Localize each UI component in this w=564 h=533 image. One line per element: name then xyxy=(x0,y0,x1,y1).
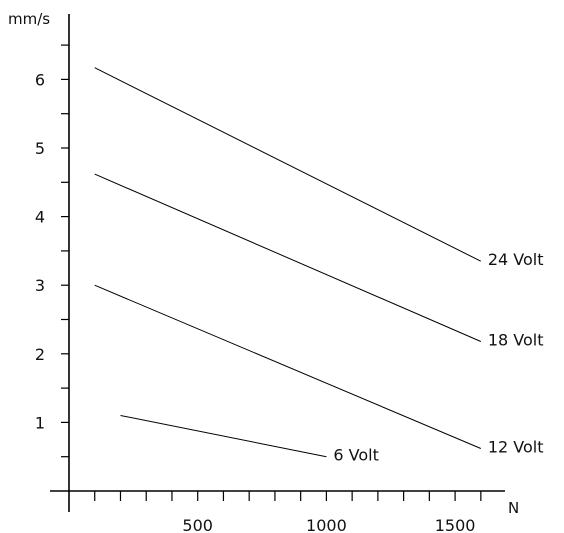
x-tick-label: 1000 xyxy=(306,516,347,533)
y-tick-label: 1 xyxy=(35,413,45,432)
y-tick-label: 6 xyxy=(35,70,45,89)
x-tick-label: 500 xyxy=(182,516,213,533)
series-label-12-volt: 12 Volt xyxy=(488,437,544,456)
series-line-12-volt xyxy=(94,284,481,449)
series-line-18-volt xyxy=(94,173,481,342)
series-label-6-volt: 6 Volt xyxy=(333,446,378,465)
y-tick-label: 5 xyxy=(35,139,45,158)
x-tick-label: 1500 xyxy=(435,516,476,533)
y-tick-label: 4 xyxy=(35,208,45,227)
series-group: 24 Volt 18 Volt 12 Volt 6 Volt xyxy=(94,67,544,465)
series-line-6-volt xyxy=(120,415,327,458)
axes xyxy=(50,14,505,512)
y-tick-label: 3 xyxy=(35,276,45,295)
x-axis-unit: N xyxy=(508,499,519,517)
series-label-24-volt: 24 Volt xyxy=(488,250,544,269)
axis-tick-labels: 1 2 3 4 5 6 500 1000 1500 xyxy=(35,70,476,533)
series-line-24-volt xyxy=(94,67,482,262)
series-label-18-volt: 18 Volt xyxy=(488,330,544,349)
y-axis-unit: mm/s xyxy=(8,10,50,28)
y-tick-label: 2 xyxy=(35,345,45,364)
axis-ticks xyxy=(61,44,482,501)
